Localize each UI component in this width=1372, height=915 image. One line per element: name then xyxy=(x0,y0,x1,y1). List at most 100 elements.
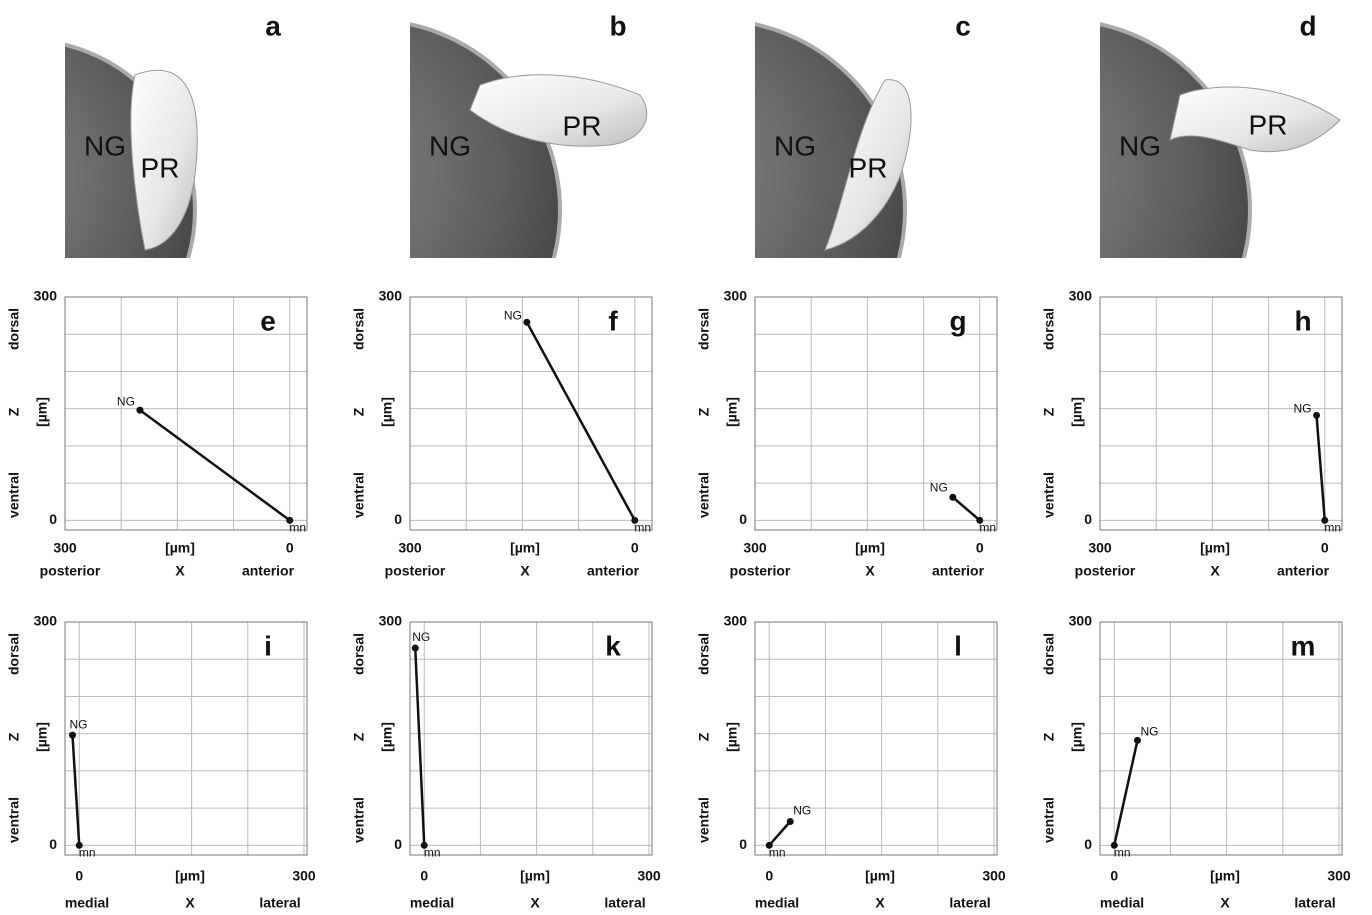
x-tick-label: 300 xyxy=(982,868,1006,884)
y-axis-label: Z xyxy=(6,732,22,741)
structure-label: NG xyxy=(429,130,471,161)
y-tick-label: 0 xyxy=(394,836,402,852)
point xyxy=(420,841,428,849)
line xyxy=(951,496,981,522)
x-axis-label: lateral xyxy=(1294,895,1335,911)
plot-frame xyxy=(754,296,998,531)
x-axis-label: X xyxy=(530,895,540,911)
x-tick-label: 300 xyxy=(743,540,767,556)
panel-letter: i xyxy=(264,630,272,661)
y-axis-label: Z xyxy=(1041,407,1057,416)
panel-letter: m xyxy=(1291,630,1316,661)
x-axis-label: X xyxy=(865,563,875,579)
y-axis-label: ventral xyxy=(696,797,712,843)
point xyxy=(1110,841,1118,849)
y-tick-label: 0 xyxy=(394,511,402,527)
x-axis-label: X xyxy=(875,895,885,911)
point-label: mn xyxy=(289,520,306,534)
x-axis-label: X xyxy=(520,563,530,579)
ganglion-shape xyxy=(410,22,562,258)
structure-label: NG xyxy=(1119,130,1161,161)
y-axis-label: dorsal xyxy=(1041,308,1057,350)
proboscis-shape xyxy=(1169,86,1341,153)
line xyxy=(413,647,426,846)
x-unit: [µm] xyxy=(175,868,205,884)
point-label: NG xyxy=(117,394,135,408)
x-tick-label: 300 xyxy=(1327,868,1351,884)
y-axis-label: dorsal xyxy=(6,633,22,675)
y-axis-label: dorsal xyxy=(6,308,22,350)
proboscis-shape xyxy=(130,69,198,251)
point xyxy=(68,731,76,739)
x-tick-label: 300 xyxy=(292,868,316,884)
y-tick-label: 0 xyxy=(1084,836,1092,852)
x-tick-label: 0 xyxy=(286,540,294,556)
plot-frame xyxy=(409,296,653,531)
x-tick-label: 0 xyxy=(420,868,428,884)
y-tick-label: 300 xyxy=(34,613,58,629)
x-tick-label: 0 xyxy=(75,868,83,884)
y-axis-label: ventral xyxy=(1041,797,1057,843)
point-label: mn xyxy=(1324,520,1341,534)
y-axis-label: dorsal xyxy=(351,633,367,675)
y-axis-label: Z xyxy=(696,407,712,416)
point xyxy=(765,841,773,849)
line xyxy=(1113,740,1139,846)
x-axis-label: anterior xyxy=(587,563,640,579)
render xyxy=(1100,22,1341,258)
x-tick-label: 0 xyxy=(631,540,639,556)
x-axis-label: lateral xyxy=(949,895,990,911)
point xyxy=(976,516,984,524)
y-unit: [µm] xyxy=(724,722,740,752)
point xyxy=(286,516,294,524)
y-axis-label: Z xyxy=(1041,732,1057,741)
y-unit: [µm] xyxy=(379,397,395,427)
x-axis-label: posterior xyxy=(730,563,791,579)
y-tick-label: 300 xyxy=(379,613,403,629)
panel-letter: e xyxy=(260,305,276,336)
point xyxy=(1133,736,1141,744)
x-axis-label: X xyxy=(1210,563,1220,579)
proboscis-shape xyxy=(824,79,912,251)
y-axis-label: ventral xyxy=(6,472,22,518)
structure-label: PR xyxy=(1249,109,1288,140)
x-axis-label: medial xyxy=(410,895,454,911)
panel-letter: c xyxy=(955,10,971,41)
ganglion-shape xyxy=(1100,22,1252,258)
x-unit: [µm] xyxy=(165,540,195,556)
panel-letter: k xyxy=(605,630,621,661)
point-label: NG xyxy=(504,308,522,322)
point xyxy=(75,841,83,849)
x-unit: [µm] xyxy=(1210,868,1240,884)
y-axis-label: dorsal xyxy=(351,308,367,350)
y-tick-label: 300 xyxy=(34,288,58,304)
y-axis-label: ventral xyxy=(351,472,367,518)
proboscis-shape xyxy=(469,74,648,147)
y-unit: [µm] xyxy=(34,397,50,427)
point xyxy=(1313,411,1321,419)
panel-letter: f xyxy=(608,305,618,336)
x-unit: [µm] xyxy=(520,868,550,884)
point-label: mn xyxy=(769,845,786,859)
x-axis-label: medial xyxy=(1100,895,1144,911)
panel-letter: g xyxy=(949,305,966,336)
point xyxy=(1321,516,1329,524)
point-label: NG xyxy=(1140,725,1158,739)
panel-letter: b xyxy=(609,10,626,41)
y-tick-label: 0 xyxy=(739,511,747,527)
x-tick-label: 0 xyxy=(1321,540,1329,556)
x-axis-label: X xyxy=(1220,895,1230,911)
x-axis-label: medial xyxy=(65,895,109,911)
point-label: mn xyxy=(79,845,96,859)
x-axis-label: posterior xyxy=(40,563,101,579)
y-axis-label: ventral xyxy=(696,472,712,518)
panel-letter: d xyxy=(1299,10,1316,41)
y-axis-label: dorsal xyxy=(696,308,712,350)
y-unit: [µm] xyxy=(724,397,740,427)
point xyxy=(949,493,957,501)
render xyxy=(65,42,198,258)
plot-frame xyxy=(1099,296,1343,531)
render xyxy=(410,22,648,258)
point xyxy=(411,644,419,652)
